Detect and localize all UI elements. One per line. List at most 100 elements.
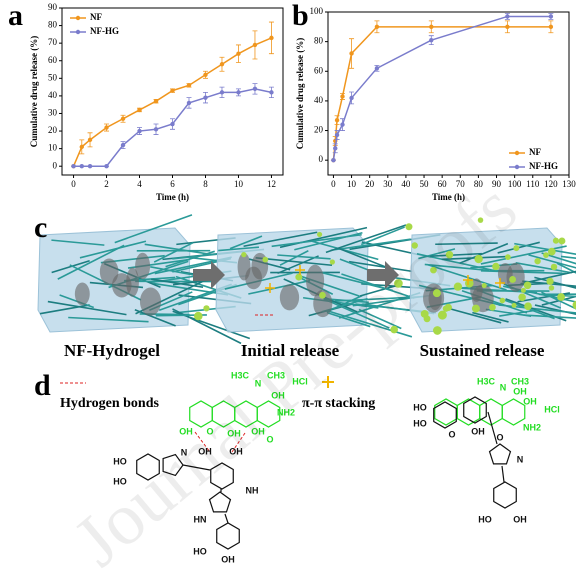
- nanofiber: [325, 224, 407, 254]
- drug-sphere: [548, 285, 555, 291]
- atom-label: O: [206, 426, 213, 436]
- nanofiber: [165, 250, 215, 268]
- drug-sphere: [572, 300, 576, 310]
- nanofiber: [358, 308, 402, 330]
- atom-label: N: [255, 378, 262, 388]
- nanofiber: [271, 233, 362, 248]
- drug-sphere: [558, 237, 566, 245]
- atom-label: NH2: [277, 407, 295, 417]
- watermark: Journal Pre-proofs: [59, 167, 532, 572]
- nanofiber: [248, 279, 311, 295]
- data-point: [87, 137, 93, 143]
- data-point: [349, 95, 354, 101]
- nanofiber: [338, 247, 394, 271]
- x-tick-label: 6: [170, 179, 175, 189]
- atom-label: OH: [513, 514, 527, 524]
- y-tick-label: 0: [53, 160, 58, 170]
- data-point: [120, 142, 126, 148]
- y-tick-label: 0: [319, 154, 324, 164]
- drug-sphere: [316, 231, 323, 238]
- nanofiber: [534, 304, 576, 315]
- nanofiber: [541, 252, 576, 265]
- atom-label: O: [266, 434, 273, 444]
- nanofiber: [514, 242, 576, 256]
- drug-sphere: [520, 287, 526, 293]
- nanofiber: [418, 248, 456, 260]
- x-tick-label: 60: [438, 179, 448, 189]
- nanofiber: [218, 246, 260, 252]
- data-point: [340, 94, 345, 99]
- data-point: [374, 66, 380, 71]
- nanofiber: [424, 263, 490, 272]
- drug-sphere: [471, 304, 480, 313]
- x-tick-label: 12: [267, 179, 276, 189]
- hydrogel-network: [139, 287, 162, 316]
- y-tick-label: 30: [48, 108, 58, 118]
- atom-label: CH3: [267, 370, 285, 380]
- y-tick-label: 60: [314, 65, 324, 75]
- drug-sphere: [523, 281, 532, 290]
- nanofiber: [277, 255, 319, 275]
- data-point: [186, 100, 192, 106]
- nanofiber: [541, 291, 576, 310]
- drug-sphere: [329, 259, 335, 265]
- y-tick-label: 40: [48, 90, 58, 100]
- stage-label: Sustained release: [420, 341, 545, 360]
- data-point: [170, 121, 175, 127]
- data-point: [87, 164, 93, 169]
- charts: 0 10 20 30 40 50 60 70 80 90 0 2 4 6 8 10 12 Time (h) Cumu…: [29, 2, 576, 202]
- hydrogel-network: [279, 284, 300, 311]
- drug-sphere: [511, 302, 517, 308]
- data-point: [203, 95, 208, 100]
- interaction-label: Hydrogen bonds: [60, 396, 159, 411]
- drug-sphere: [437, 310, 447, 320]
- nanofiber: [360, 226, 405, 246]
- nanofiber: [144, 243, 210, 255]
- drug-sphere: [430, 266, 437, 274]
- drug-sphere: [557, 293, 565, 301]
- hydrogel-network: [135, 252, 151, 280]
- y-tick-label: 60: [48, 55, 58, 65]
- ring: [433, 401, 457, 429]
- ring: [493, 481, 517, 509]
- ring: [136, 453, 160, 481]
- data-point: [340, 122, 345, 127]
- nanofiber: [51, 260, 90, 274]
- ring: [216, 522, 240, 550]
- x-tick-label: 50: [420, 179, 430, 189]
- data-point: [505, 24, 510, 30]
- data-point: [429, 24, 434, 30]
- atom-label: HCl: [292, 376, 308, 386]
- atom-label: NH: [246, 485, 259, 495]
- x-tick-label: 0: [331, 179, 336, 189]
- atom-label: OH: [179, 426, 193, 436]
- atom-label: HO: [413, 418, 427, 428]
- pi-mark: [295, 265, 305, 275]
- pi-mark: [495, 278, 505, 288]
- bond: [487, 411, 505, 483]
- drug-sphere: [550, 263, 558, 271]
- nanofiber: [515, 262, 572, 274]
- x-tick-label: 10: [347, 179, 357, 189]
- nanofiber: [341, 273, 415, 299]
- drug-sphere: [394, 279, 403, 288]
- nanofiber: [326, 311, 371, 328]
- plot-frame: [327, 11, 570, 176]
- atom-label: OH: [513, 386, 527, 396]
- nanofiber: [430, 252, 482, 258]
- panel-label: d: [34, 369, 51, 402]
- drug-sphere: [420, 309, 429, 318]
- data-point: [334, 132, 340, 138]
- atom-label: O: [496, 432, 503, 442]
- panel-label: b: [292, 0, 309, 32]
- nanofiber: [556, 262, 576, 274]
- hydrogel-network: [99, 258, 119, 285]
- nanofiber: [528, 254, 576, 269]
- nanofiber: [348, 260, 413, 273]
- nanofiber: [153, 282, 229, 296]
- drug-sphere: [241, 251, 247, 258]
- x-tick-label: 70: [456, 179, 466, 189]
- data-point: [186, 83, 192, 88]
- legend-label: NF: [529, 147, 541, 157]
- x-tick-label: 100: [508, 179, 522, 189]
